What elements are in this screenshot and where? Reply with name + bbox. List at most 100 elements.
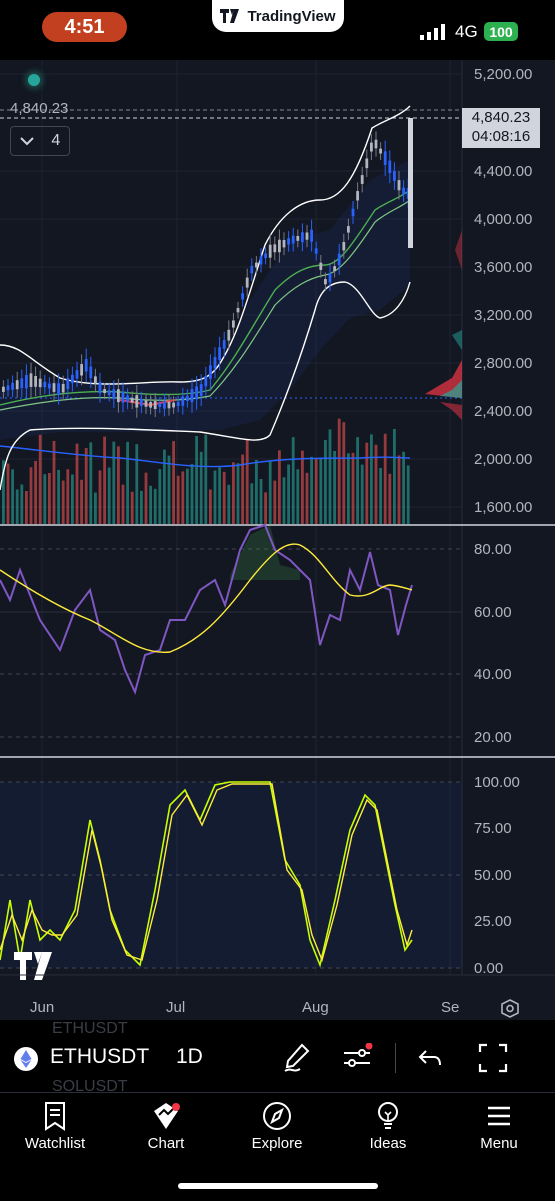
candle-body bbox=[144, 400, 148, 407]
volume-bar bbox=[296, 469, 300, 524]
volume-bar bbox=[6, 463, 10, 524]
volume-bar bbox=[112, 441, 116, 524]
nav-ideas[interactable]: Ideas bbox=[333, 1101, 443, 1152]
volume-bar bbox=[250, 483, 254, 524]
volume-bar bbox=[117, 446, 120, 524]
candle-body bbox=[328, 273, 332, 283]
rsi-tick: 80.00 bbox=[474, 541, 512, 558]
chart-canvas[interactable] bbox=[0, 60, 555, 1020]
volume-bar bbox=[61, 480, 65, 524]
candle-body bbox=[57, 383, 60, 395]
nav-label: Ideas bbox=[369, 1135, 407, 1152]
last-price-label: 4,840.23 bbox=[10, 100, 69, 117]
candle-body bbox=[227, 329, 231, 341]
candle-body bbox=[29, 373, 33, 387]
nav-watchlist[interactable]: Watchlist bbox=[0, 1101, 110, 1152]
volume-bar bbox=[153, 488, 157, 524]
volume-bar bbox=[140, 490, 143, 524]
stoch-pane bbox=[0, 781, 462, 969]
candle-body bbox=[241, 293, 244, 300]
volume-bar bbox=[2, 460, 5, 524]
volume-bar bbox=[360, 464, 364, 524]
indicators-icon[interactable] bbox=[342, 1043, 374, 1073]
volume-bar bbox=[121, 484, 125, 524]
volume-bar bbox=[144, 472, 148, 524]
candle-body bbox=[130, 397, 134, 403]
indicators-count: 4 bbox=[51, 132, 61, 149]
drawing-tool-icon[interactable] bbox=[282, 1043, 312, 1073]
time-tick: Jun bbox=[30, 999, 55, 1016]
fullscreen-icon[interactable] bbox=[478, 1043, 508, 1073]
candle-body bbox=[365, 158, 369, 169]
candle-body bbox=[89, 366, 93, 379]
price-tick: 1,600.00 bbox=[474, 499, 533, 516]
volume-bar bbox=[94, 492, 97, 524]
interval-selector[interactable]: 1D bbox=[176, 1045, 203, 1068]
candle-body bbox=[117, 389, 120, 403]
volume-bar bbox=[29, 467, 33, 524]
ema-fast bbox=[0, 189, 411, 406]
undo-icon[interactable] bbox=[418, 1047, 444, 1069]
candle-body bbox=[291, 235, 295, 244]
volume-bar bbox=[163, 449, 166, 524]
candle-body bbox=[278, 239, 281, 253]
volume-bar bbox=[199, 451, 203, 524]
candle-body bbox=[245, 277, 249, 288]
volume-bar bbox=[204, 434, 208, 524]
volume-bar bbox=[374, 444, 378, 524]
ema-slow bbox=[0, 199, 411, 411]
candle-body bbox=[388, 160, 392, 174]
candle-body bbox=[80, 364, 83, 376]
candle-body bbox=[319, 262, 323, 271]
volume-bar bbox=[314, 458, 318, 524]
candle-body bbox=[107, 390, 111, 396]
volume-bar bbox=[347, 453, 350, 524]
volume-bar bbox=[259, 478, 263, 524]
candle-body bbox=[48, 383, 51, 389]
volume-bar bbox=[126, 441, 129, 524]
volume-bar bbox=[255, 459, 258, 524]
chart-area[interactable]: 4,840.23 4 5,200.00 4,400.00 4,000.00 3,… bbox=[0, 60, 555, 1020]
volume-bar bbox=[195, 435, 198, 524]
candle-body bbox=[301, 232, 304, 243]
candle-body bbox=[84, 358, 88, 372]
lightbulb-icon bbox=[378, 1102, 398, 1129]
volume-bar bbox=[383, 433, 387, 524]
candle-body bbox=[66, 378, 70, 390]
live-dot bbox=[28, 74, 40, 86]
price-tick: 3,600.00 bbox=[474, 259, 533, 276]
volume-bar bbox=[388, 473, 392, 524]
volume-bar bbox=[89, 442, 93, 524]
volume-bar bbox=[397, 455, 401, 524]
candle-body bbox=[282, 239, 286, 248]
candle-body bbox=[11, 382, 14, 390]
nav-explore[interactable]: Explore bbox=[222, 1101, 332, 1152]
hamburger-icon bbox=[488, 1106, 510, 1126]
candle-body bbox=[356, 191, 359, 201]
candle-body bbox=[370, 142, 373, 152]
indicators-toggle-button[interactable]: 4 bbox=[10, 126, 70, 156]
candle-body bbox=[140, 399, 143, 406]
tradingview-watermark-icon bbox=[14, 952, 52, 980]
network-type: 4G bbox=[455, 22, 478, 41]
home-indicator[interactable] bbox=[178, 1183, 378, 1189]
candle-body bbox=[94, 376, 97, 384]
candle-body bbox=[337, 253, 341, 266]
app-name: TradingView bbox=[247, 7, 336, 25]
symbol-selector[interactable]: ETHUSDT bbox=[50, 1045, 150, 1068]
price-tick: 2,400.00 bbox=[474, 403, 533, 420]
volume-bar bbox=[181, 471, 185, 524]
nav-menu[interactable]: Menu bbox=[444, 1101, 554, 1152]
chart-settings-icon[interactable] bbox=[501, 999, 519, 1018]
candle-body bbox=[2, 386, 5, 392]
nav-chart[interactable]: Chart bbox=[111, 1101, 221, 1152]
rsi-tick: 20.00 bbox=[474, 729, 512, 746]
bar-countdown: 04:08:16 bbox=[471, 128, 531, 145]
volume-bar bbox=[264, 492, 267, 524]
tradingview-pill[interactable]: TradingView bbox=[212, 0, 344, 32]
candle-body bbox=[287, 238, 290, 245]
candle-body bbox=[61, 383, 65, 393]
price-candles bbox=[2, 131, 410, 418]
chart-toolbar: ETHUSDT SOLUSDT ETHUSDT 1D bbox=[0, 1020, 555, 1095]
stoch-tick: 100.00 bbox=[474, 774, 520, 791]
